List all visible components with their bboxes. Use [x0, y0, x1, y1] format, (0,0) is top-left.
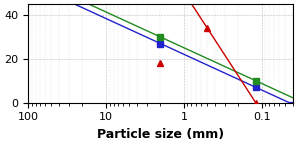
- X-axis label: Particle size (mm): Particle size (mm): [97, 128, 224, 141]
